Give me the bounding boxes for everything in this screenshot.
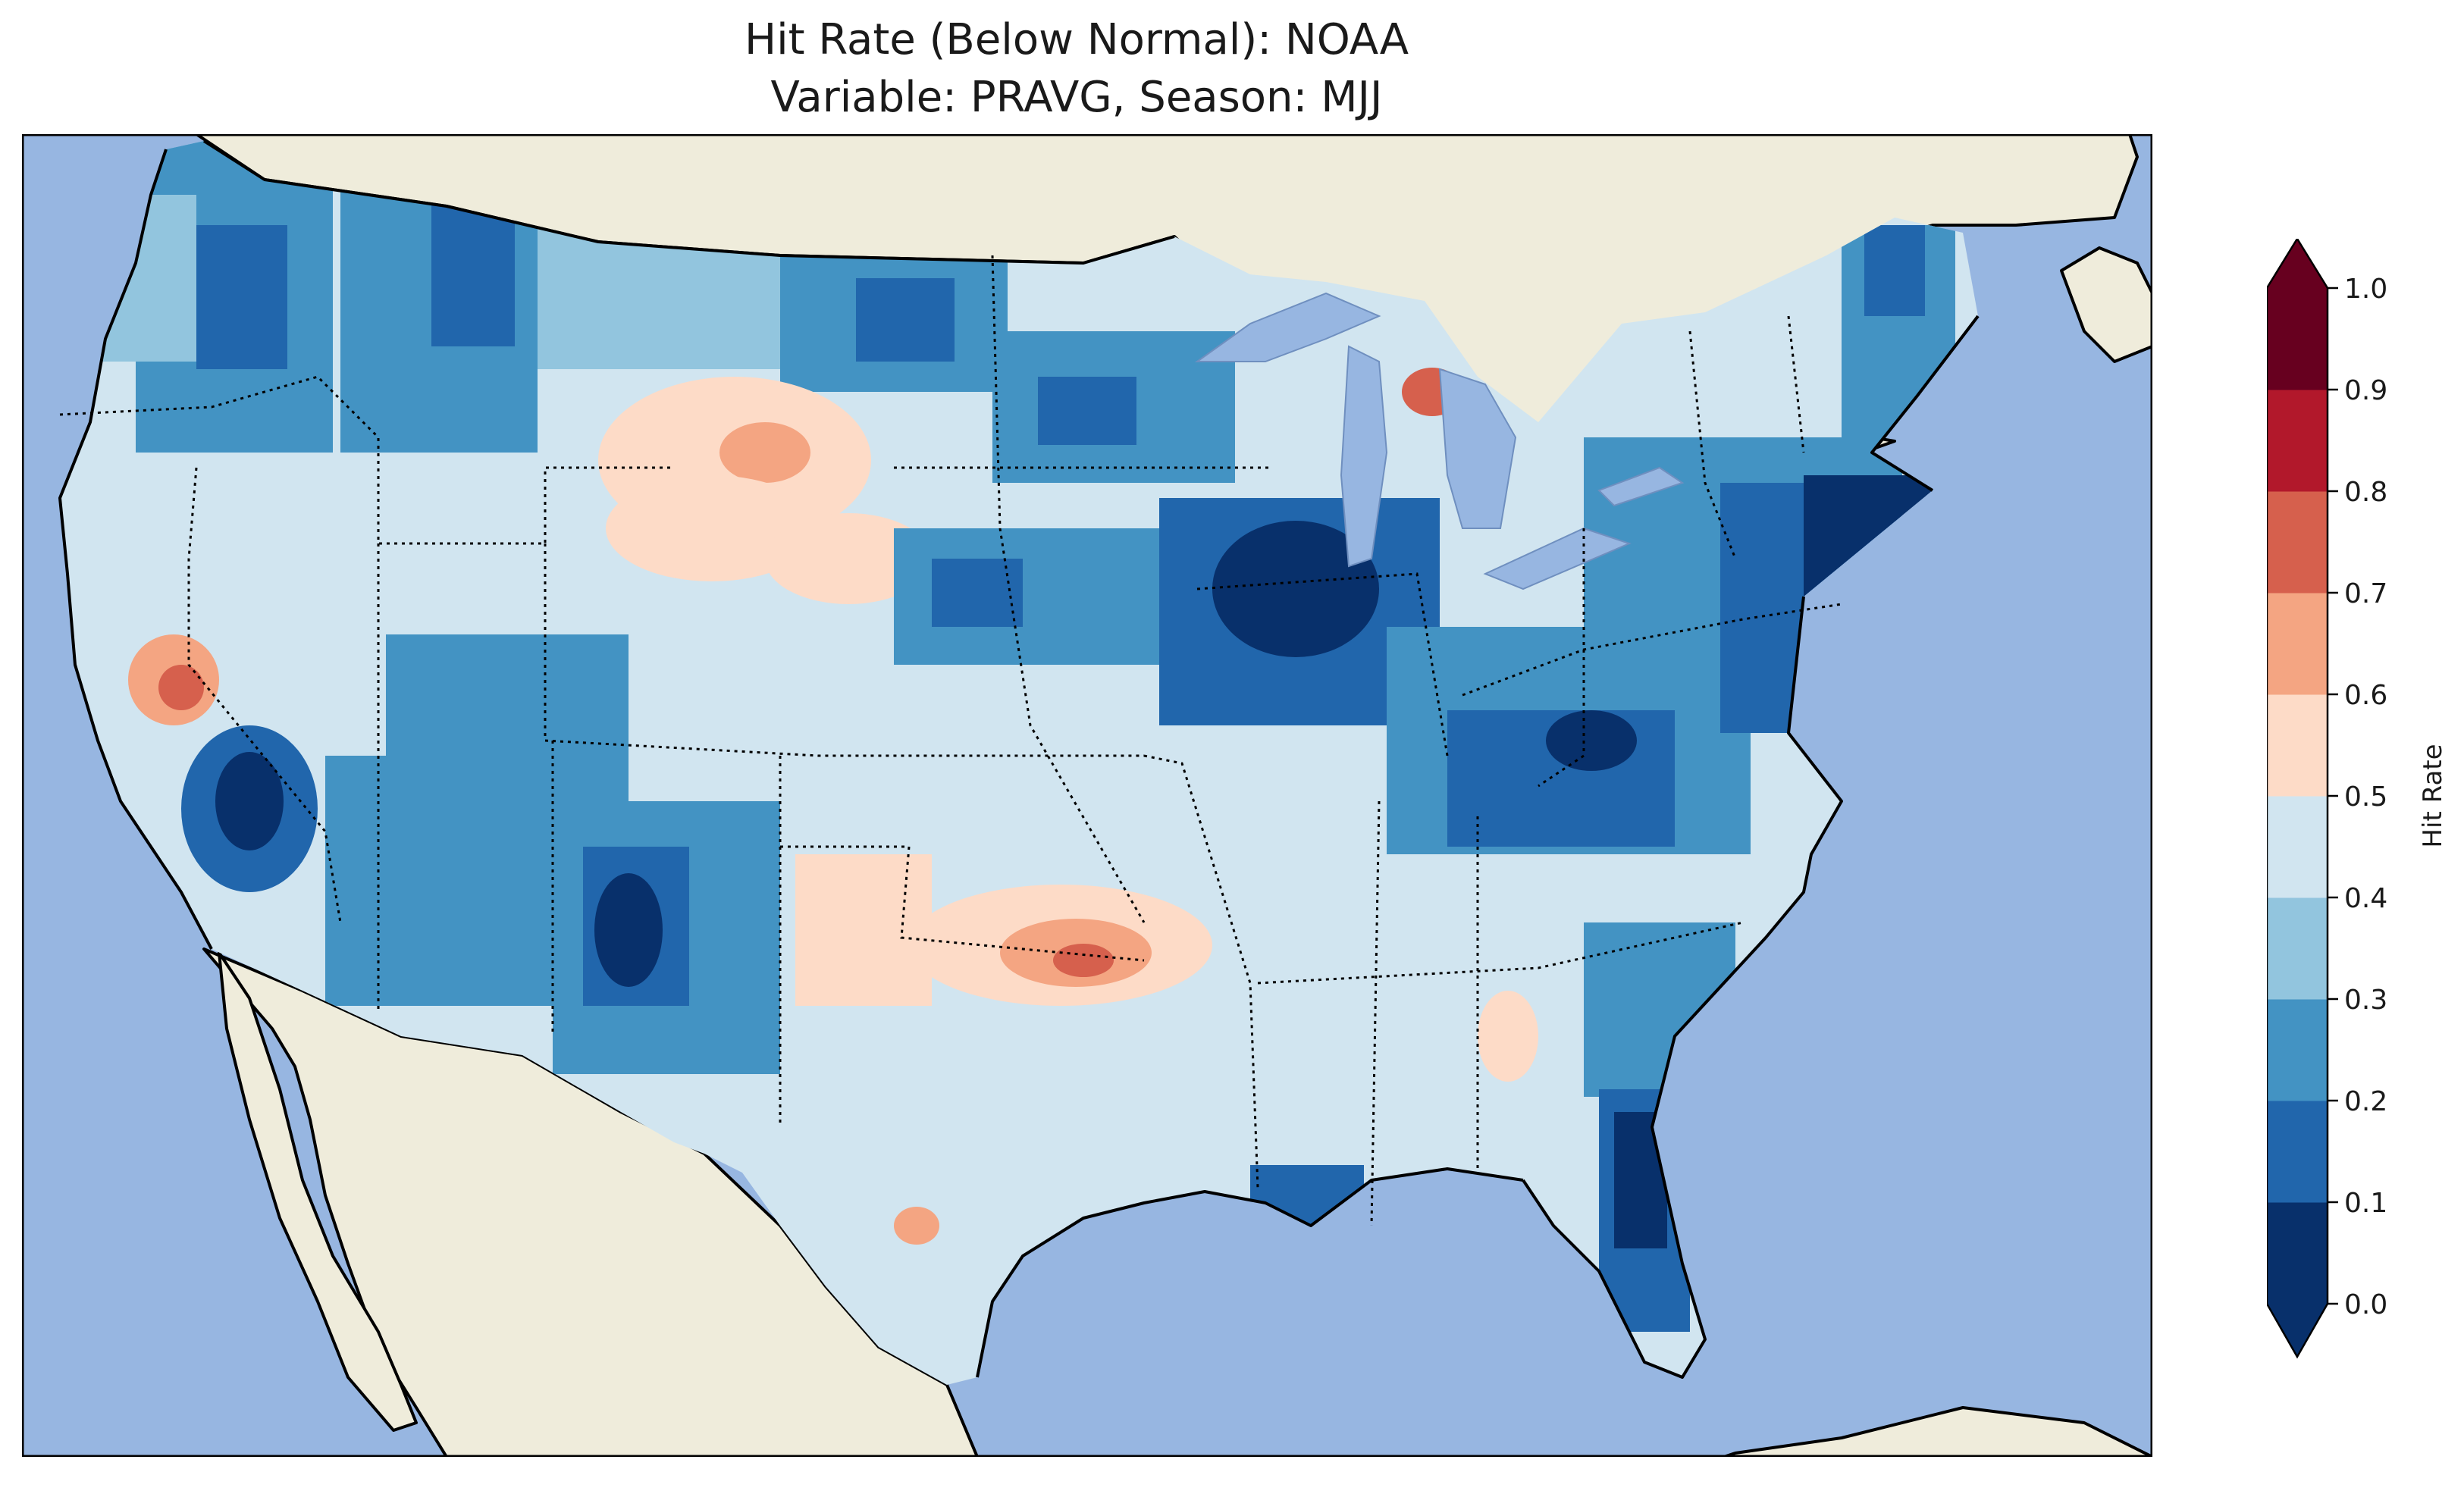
lake-michigan xyxy=(1340,345,1388,568)
colorbar-tick-label: 0.0 xyxy=(2344,1289,2387,1320)
patch-ohio-darkest xyxy=(1546,710,1637,771)
colorbar-segments xyxy=(2267,288,2328,1305)
patch-utah-blue xyxy=(386,634,629,801)
patch-wyoming-orange xyxy=(719,422,810,483)
colorbar-tick-label: 0.9 xyxy=(2344,375,2387,406)
state-borders xyxy=(59,255,1842,1226)
map-frame xyxy=(22,134,2152,1457)
colorbar-under-triangle xyxy=(2267,1304,2328,1357)
lakes xyxy=(1194,292,1685,590)
patch-newmexico-darkest xyxy=(594,873,663,987)
patch-utah-pink xyxy=(606,475,818,581)
patch-nw-3 xyxy=(196,225,287,369)
patch-nebraska-dark xyxy=(932,559,1023,627)
map-panel xyxy=(22,134,2152,1457)
colorbar-tick-label: 0.1 xyxy=(2344,1188,2387,1219)
colorbar-segment xyxy=(2267,491,2328,594)
colorbar-segment xyxy=(2267,897,2328,1000)
patch-georgia-pink xyxy=(1478,991,1538,1082)
colorbar-tick-label: 0.8 xyxy=(2344,477,2387,508)
patch-california-red xyxy=(158,665,204,710)
coastlines xyxy=(58,139,1980,1379)
colorbar-tick-label: 0.5 xyxy=(2344,781,2387,813)
lake-erie xyxy=(1483,527,1632,590)
map-title-line-2: Variable: PRAVG, Season: MJJ xyxy=(770,73,1383,122)
colorbar-ticks: 0.0 0.1 0.2 0.3 0.4 0.5 0.6 0.7 0.8 0.9 1.0 xyxy=(2328,274,2387,1320)
colorbar-segment xyxy=(2267,999,2328,1101)
lake-huron xyxy=(1438,368,1517,529)
patch-texas-orange xyxy=(894,1207,939,1245)
patch-iowa-darkest xyxy=(1212,521,1379,657)
colorbar-tick-label: 0.7 xyxy=(2344,578,2387,609)
patch-dakotas-dark xyxy=(1038,377,1136,445)
colorbar-tick-label: 0.4 xyxy=(2344,883,2387,914)
colorbar-tick-label: 1.0 xyxy=(2344,274,2387,305)
colorbar-over-triangle xyxy=(2267,239,2328,288)
colorbar-segment xyxy=(2267,796,2328,898)
colorbar-segment xyxy=(2267,593,2328,695)
patch-oklahoma-red xyxy=(1053,944,1114,977)
patch-colorado-pink xyxy=(765,513,932,604)
colorbar-tick-label: 0.2 xyxy=(2344,1086,2387,1117)
patch-nevada-darkest xyxy=(215,752,284,850)
map-title-line-1: Hit Rate (Below Normal): NOAA xyxy=(744,15,1409,64)
patch-idaho-dark xyxy=(431,202,515,346)
colorbar-segment xyxy=(2267,390,2328,492)
colorbar-tick-label: 0.6 xyxy=(2344,680,2387,711)
lake-superior xyxy=(1194,292,1381,362)
patch-maine-dark xyxy=(1864,225,1925,316)
colorbar-tick-label: 0.3 xyxy=(2344,985,2387,1016)
colorbar-segment xyxy=(2267,694,2328,797)
patch-texas-pink xyxy=(795,854,932,1006)
baja-california-land xyxy=(218,951,418,1432)
colorbar-label: Hit Rate xyxy=(2418,744,2448,847)
colorbar-segment xyxy=(2267,1101,2328,1203)
patch-montana-dark xyxy=(856,278,955,362)
colorbar-segment xyxy=(2267,288,2328,390)
colorbar-segment xyxy=(2267,1202,2328,1305)
newfoundland-land xyxy=(2060,246,2152,363)
cuba-land xyxy=(1719,1406,2152,1457)
lake-ontario xyxy=(1597,466,1685,507)
colorbar: 0.0 0.1 0.2 0.3 0.4 0.5 0.6 0.7 0.8 0.9 1.0 Hit Ra… xyxy=(2267,239,2448,1359)
